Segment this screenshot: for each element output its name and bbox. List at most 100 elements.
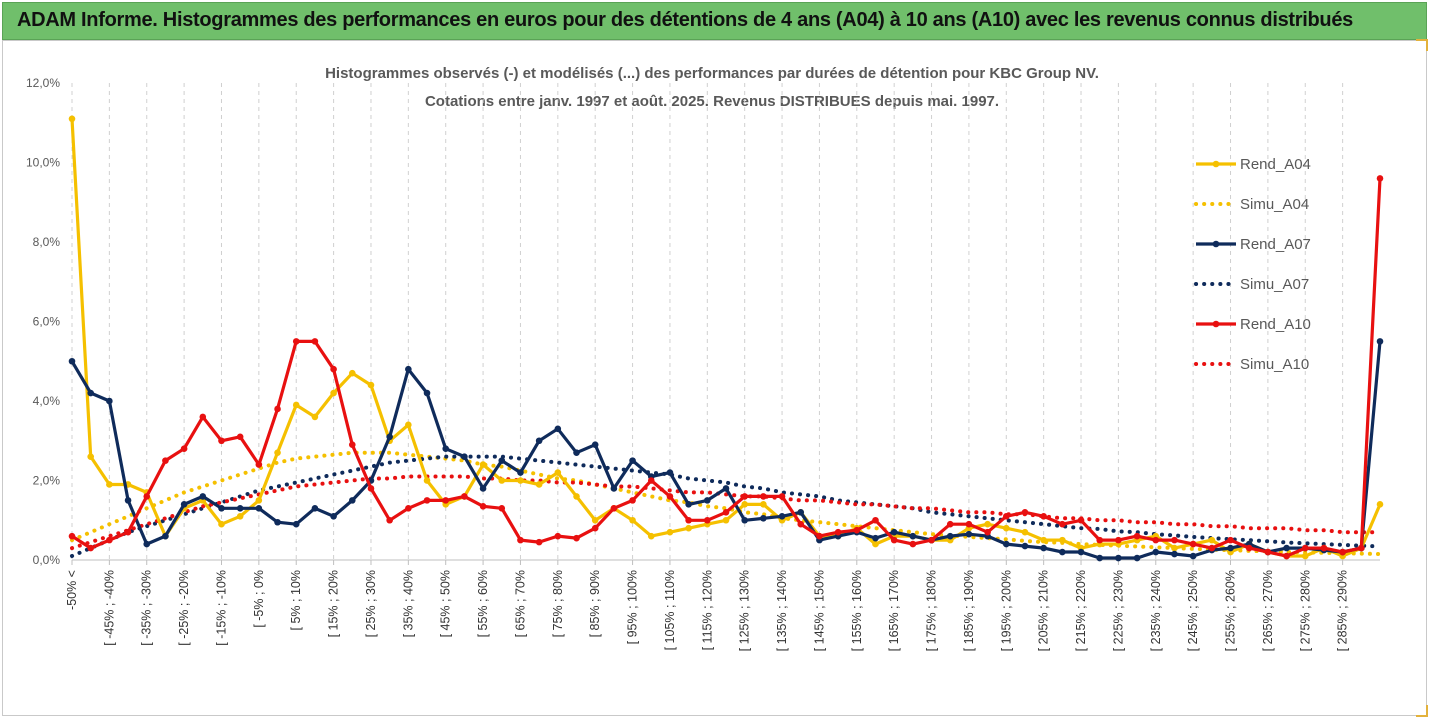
data-point-rend-a04 <box>647 532 655 540</box>
data-point-rend-a10 <box>591 524 599 532</box>
data-point-rend-a07 <box>1189 552 1197 560</box>
data-point-rend-a04 <box>666 528 674 536</box>
legend-label-simu-a04: Simu_A04 <box>1240 196 1309 213</box>
data-point-rend-a07 <box>1077 548 1085 556</box>
y-tick-label: 12,0% <box>26 76 60 90</box>
data-point-rend-a07 <box>1021 542 1029 550</box>
data-point-rend-a04 <box>535 481 543 488</box>
data-point-rend-a07 <box>87 389 94 397</box>
data-point-rend-a10 <box>909 540 917 548</box>
data-point-rend-a07 <box>461 453 468 460</box>
data-point-rend-a07 <box>741 516 748 524</box>
y-tick-label: 8,0% <box>33 235 61 249</box>
y-tick-label: 0,0% <box>33 553 61 567</box>
report-banner: ADAM Informe. Histogrammes des performan… <box>2 2 1427 40</box>
x-tick-label: [ 125% ; 130% <box>738 570 752 651</box>
data-point-rend-a10 <box>1040 512 1047 520</box>
legend-label-rend-a10: Rend_A10 <box>1240 316 1311 333</box>
data-point-rend-a07 <box>386 433 393 441</box>
x-tick-label: [ 55% ; 60% <box>476 570 490 637</box>
data-point-rend-a07 <box>666 469 674 476</box>
data-point-rend-a07 <box>610 485 618 492</box>
data-point-rend-a04 <box>1376 501 1384 508</box>
data-point-rend-a10 <box>1245 544 1253 552</box>
data-point-rend-a10 <box>666 493 674 500</box>
data-point-rend-a10 <box>629 497 636 504</box>
legend-marker-rend-a07 <box>1212 240 1220 248</box>
x-tick-label: [ 215% ; 220% <box>1074 570 1088 651</box>
data-point-rend-a07 <box>554 425 562 433</box>
data-point-rend-a10 <box>479 503 487 510</box>
data-point-rend-a07 <box>1115 554 1122 562</box>
data-point-rend-a04 <box>685 524 692 532</box>
x-tick-label: [ 205% ; 210% <box>1037 570 1051 651</box>
data-point-rend-a07 <box>946 532 954 540</box>
data-point-rend-a04 <box>741 501 748 508</box>
data-point-rend-a07 <box>68 357 76 365</box>
data-point-rend-a07 <box>348 497 356 504</box>
data-point-rend-a04 <box>1301 552 1309 560</box>
data-point-rend-a04 <box>106 481 113 488</box>
data-point-rend-a04 <box>629 516 636 524</box>
legend-marker-rend-a10 <box>1212 320 1220 328</box>
x-tick-label: [ -15% ; -10% <box>214 570 228 646</box>
data-point-rend-a04 <box>218 520 225 528</box>
data-point-rend-a07 <box>1227 544 1234 552</box>
data-point-rend-a10 <box>106 536 113 544</box>
data-point-rend-a07 <box>124 497 132 504</box>
data-point-rend-a04 <box>423 477 431 484</box>
y-tick-label: 2,0% <box>33 474 61 488</box>
data-point-rend-a07 <box>1096 554 1104 562</box>
data-point-rend-a04 <box>348 369 356 377</box>
x-tick-label: [ 75% ; 80% <box>551 570 565 637</box>
data-point-rend-a10 <box>1358 544 1365 552</box>
data-point-rend-a10 <box>1301 544 1309 552</box>
x-tick-label: [ 195% ; 200% <box>999 570 1013 651</box>
frame-handle-top-right[interactable] <box>1416 39 1428 51</box>
data-point-rend-a10 <box>143 493 151 500</box>
series-line-simu-a10 <box>70 474 1382 551</box>
y-axis: 0,0% 2,0% 4,0% 6,0% 8,0% 10,0% 12,0% <box>26 76 60 567</box>
x-tick-label: -50% < <box>65 570 79 610</box>
data-point-rend-a07 <box>143 540 151 548</box>
data-point-rend-a10 <box>162 457 169 464</box>
data-point-rend-a10 <box>405 505 412 512</box>
x-tick-label: [ -25% ; -20% <box>177 570 191 646</box>
data-point-rend-a07 <box>685 501 692 508</box>
data-point-rend-a10 <box>1059 520 1066 528</box>
data-point-rend-a04 <box>1040 536 1047 544</box>
legend-marker-rend-a04 <box>1212 160 1220 168</box>
legend-label-simu-a07: Simu_A07 <box>1240 276 1309 293</box>
data-point-rend-a10 <box>1077 516 1085 524</box>
data-point-rend-a04 <box>554 469 562 476</box>
data-point-rend-a10 <box>984 528 991 536</box>
data-point-rend-a10 <box>423 497 431 504</box>
data-point-rend-a10 <box>704 516 711 524</box>
x-tick-label: [ 225% ; 230% <box>1111 570 1125 651</box>
x-tick-label: [ 175% ; 180% <box>925 570 939 651</box>
y-tick-label: 10,0% <box>26 156 60 170</box>
data-point-rend-a10 <box>180 445 188 453</box>
data-point-rend-a07 <box>255 505 263 512</box>
data-point-rend-a10 <box>1227 536 1234 544</box>
data-point-rend-a04 <box>479 461 487 468</box>
x-tick-label: [ 135% ; 140% <box>775 570 789 651</box>
data-point-rend-a10 <box>853 526 861 534</box>
data-point-rend-a04 <box>1002 524 1010 532</box>
data-point-rend-a10 <box>1283 552 1290 560</box>
data-point-rend-a10 <box>816 532 823 540</box>
data-point-rend-a07 <box>1376 338 1384 345</box>
x-tick-label: [ 245% ; 250% <box>1186 570 1200 651</box>
x-tick-label: [ 95% ; 100% <box>626 570 640 644</box>
data-point-rend-a10 <box>292 338 300 345</box>
data-point-rend-a07 <box>199 493 207 500</box>
series-line-simu-a04 <box>70 450 1382 556</box>
x-tick-label: [ 65% ; 70% <box>513 570 527 637</box>
frame-handle-bottom-right[interactable] <box>1416 705 1428 717</box>
data-point-rend-a10 <box>68 532 76 540</box>
data-point-rend-a07 <box>218 505 225 512</box>
data-point-rend-a10 <box>685 516 692 524</box>
data-point-rend-a07 <box>573 449 580 456</box>
data-point-rend-a10 <box>348 441 356 449</box>
data-point-rend-a04 <box>330 389 337 397</box>
